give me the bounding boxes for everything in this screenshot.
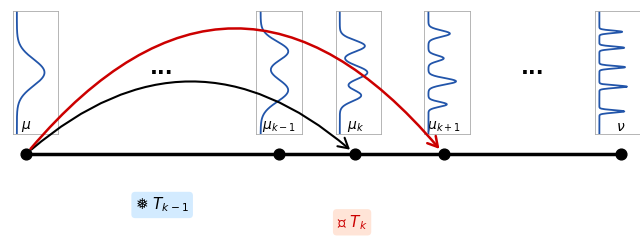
Point — [21, 152, 31, 156]
Text: $\mu$: $\mu$ — [21, 120, 31, 134]
Point — [439, 152, 449, 156]
Text: $\nu$: $\nu$ — [616, 121, 626, 134]
Point — [274, 152, 284, 156]
Text: 🔥 $T_{k}$: 🔥 $T_{k}$ — [337, 213, 367, 232]
Text: ...: ... — [521, 58, 545, 77]
Text: $\mu_{k}$: $\mu_{k}$ — [347, 120, 364, 134]
Point — [350, 152, 360, 156]
FancyArrowPatch shape — [31, 28, 438, 149]
Text: ...: ... — [150, 58, 174, 77]
FancyArrowPatch shape — [31, 81, 348, 150]
Text: ❅ $T_{k-1}$: ❅ $T_{k-1}$ — [135, 196, 189, 214]
Text: $\mu_{k-1}$: $\mu_{k-1}$ — [262, 120, 296, 134]
Text: $\mu_{k+1}$: $\mu_{k+1}$ — [427, 120, 461, 134]
Point — [616, 152, 627, 156]
